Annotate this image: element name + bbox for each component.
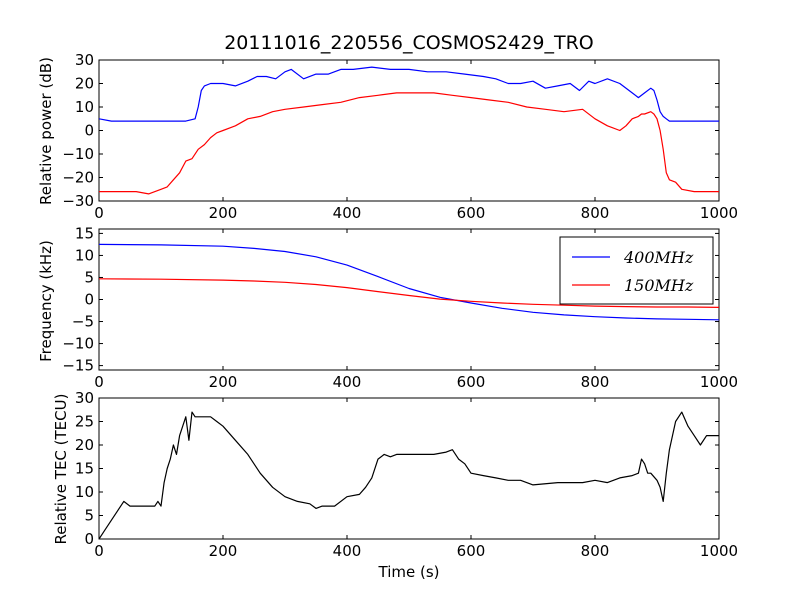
tec-xtick-label: 200 [209, 542, 238, 560]
frequency-ytick-label: 10 [75, 246, 94, 264]
legend-label-400mhz: 400MHz [623, 248, 694, 267]
power-xtick-label: 200 [209, 204, 238, 222]
tec-plot [99, 411, 719, 539]
tec-panel: Relative TEC (TECU) 0 200 400 600 800 1000051… [52, 389, 738, 560]
frequency-series-400mhz-line [99, 243, 719, 321]
power-ticks: 0 200 400 600 800 1000 −30 −20 −10 0 10 20 30 [62, 51, 738, 222]
tec-ytick-label: 30 [75, 389, 94, 407]
frequency-legend-box [559, 236, 714, 305]
frequency-ytick-label: −5 [72, 313, 94, 331]
frequency-xtick-label: 1000 [700, 373, 738, 391]
legend-label-150mhz: 150MHz [624, 276, 694, 295]
frequency-panel: Frequency (kHz) 0 200 400 600 800 1000 −15 −10 −… [37, 224, 738, 391]
tec-ytick-label: 25 [75, 413, 94, 431]
frequency-ytick-label: −15 [62, 357, 94, 375]
power-xtick-label: 400 [333, 204, 362, 222]
power-xtick-label: 600 [457, 204, 486, 222]
frequency-series-group [99, 243, 719, 321]
frequency-ticks: 0 200 400 600 800 1000 −15 −10 −5 0 5 10 15 [62, 224, 738, 391]
power-ytick-label: −30 [62, 192, 94, 210]
frequency-ytick-label: 5 [84, 268, 94, 286]
tec-series-1-line [99, 411, 719, 539]
tec-xtick-label: 1000 [700, 542, 738, 560]
power-ytick-label: 30 [75, 51, 94, 69]
power-series-1-line [99, 66, 719, 122]
tec-axes-frame [98, 397, 720, 540]
power-panel: Relative power (dB) 0 200 400 600 800 1000−30… [37, 51, 738, 222]
frequency-series-150mhz-line [99, 278, 719, 308]
frequency-xtick-label: 0 [94, 373, 104, 391]
power-ytick-label: 20 [75, 75, 94, 93]
power-ylabel: Relative power (dB) [37, 57, 55, 205]
power-ytick-label: −20 [62, 169, 94, 187]
power-series-2-line [99, 92, 719, 195]
frequency-legend: 400MHz 150MHz [559, 236, 714, 305]
power-plot [99, 66, 719, 195]
tec-series-group [99, 411, 719, 539]
frequency-xtick-label: 800 [581, 373, 610, 391]
frequency-xtick-label: 600 [457, 373, 486, 391]
frequency-xtick-label: 400 [333, 373, 362, 391]
power-xtick-label: 1000 [700, 204, 738, 222]
power-ytick-label: 0 [84, 122, 94, 140]
tec-ytick-label: 20 [75, 436, 94, 454]
frequency-ytick-label: −10 [62, 335, 94, 353]
tec-ytick-label: 0 [84, 530, 94, 548]
tec-xtick-label: 400 [333, 542, 362, 560]
tec-xtick-label: 600 [457, 542, 486, 560]
power-ytick-label: 10 [75, 98, 94, 116]
tec-xtick-label: 800 [581, 542, 610, 560]
time-xlabel: Time (s) [378, 563, 440, 581]
tec-ytick-label: 5 [84, 507, 94, 525]
frequency-ytick-label: 0 [84, 291, 94, 309]
power-axes-frame [98, 59, 720, 202]
power-ytick-label: −10 [62, 145, 94, 163]
figure-title: 20111016_220556_COSMOS2429_TRO [224, 32, 594, 54]
power-series-group [99, 66, 719, 195]
frequency-ytick-label: 15 [75, 224, 94, 242]
frequency-plot [99, 243, 719, 321]
tec-ylabel: Relative TEC (TECU) [52, 394, 70, 545]
tec-xtick-label: 0 [94, 542, 104, 560]
tec-ytick-label: 15 [75, 460, 94, 478]
frequency-ylabel: Frequency (kHz) [37, 240, 55, 362]
power-xtick-label: 800 [581, 204, 610, 222]
tec-ytick-label: 10 [75, 483, 94, 501]
frequency-xtick-label: 200 [209, 373, 238, 391]
power-xtick-label: 0 [94, 204, 104, 222]
